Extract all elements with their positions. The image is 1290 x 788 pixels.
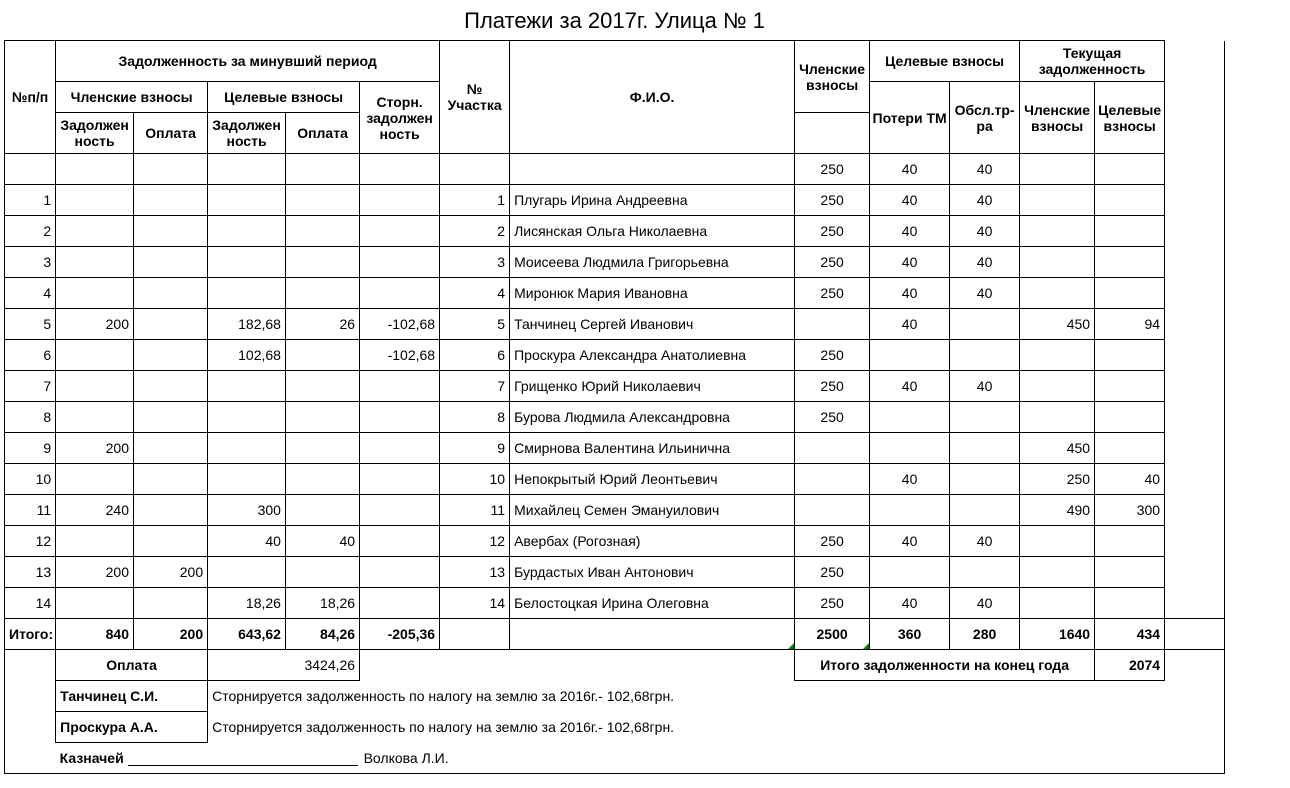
oplata-row: Оплата 3424,26 Итого задолженности на ко… (5, 650, 1225, 681)
table-row: 1124030011Михайлец Семен Эмануилович4903… (5, 495, 1225, 526)
table-row: 11Плугарь Ирина Андреевна2504040 (5, 185, 1225, 216)
table-row: 92009Смирнова Валентина Ильинична450 (5, 433, 1225, 464)
oplata-label: Оплата (56, 650, 208, 681)
hdr-pay-1: Оплата (134, 113, 208, 154)
rate-serv: 40 (950, 154, 1020, 185)
table-row: 22Лисянская Ольга Николаевна2504040 (5, 216, 1225, 247)
cell-fio: Смирнова Валентина Ильинична (510, 433, 795, 464)
treasurer-label: Казначей (60, 750, 124, 766)
cell-fio: Лисянская Ольга Николаевна (510, 216, 795, 247)
table-row: 1010Непокрытый Юрий Леонтьевич4025040 (5, 464, 1225, 495)
cell-idx: 10 (5, 464, 56, 495)
year-debt-value: 2074 (1095, 650, 1165, 681)
hdr-pay-2: Оплата (285, 113, 359, 154)
table-row: 5200182,6826-102,685Танчинец Сергей Иван… (5, 309, 1225, 340)
hdr-past-group: Задолженность за минувший период (56, 41, 440, 82)
table-row: 12404012Авербах (Рогозная)2504040 (5, 526, 1225, 557)
hdr-cur-member: Членские взносы (1020, 82, 1095, 154)
cell-fio: Белостоцкая Ирина Олеговна (510, 588, 795, 619)
hdr-serv: Обсл.тр-ра (950, 82, 1020, 154)
hdr-fio: Ф.И.О. (510, 41, 795, 154)
table-row: 1320020013Бурдастых Иван Антонович250 (5, 557, 1225, 588)
cell-idx: 3 (5, 247, 56, 278)
cell-idx: 13 (5, 557, 56, 588)
cell-idx: 5 (5, 309, 56, 340)
cell-fio: Грищенко Юрий Николаевич (510, 371, 795, 402)
cell-idx: 7 (5, 371, 56, 402)
cell-idx: 6 (5, 340, 56, 371)
hdr-plot: № Участка (440, 41, 510, 154)
hdr-past-member: Членские взносы (56, 82, 208, 113)
cell-idx: 2 (5, 216, 56, 247)
rates-row: 250 40 40 (5, 154, 1225, 185)
cell-idx: 9 (5, 433, 56, 464)
note-row-2: Проскура А.А. Сторнируется задолженность… (5, 712, 1225, 743)
hdr-past-target: Целевые взносы (208, 82, 360, 113)
cell-fio: Авербах (Рогозная) (510, 526, 795, 557)
rate-member: 250 (795, 154, 870, 185)
cell-idx: 4 (5, 278, 56, 309)
hdr-storno: Сторн. задолжен ность (360, 82, 440, 154)
table-row: 6102,68-102,686Проскура Александра Анато… (5, 340, 1225, 371)
cell-fio: Непокрытый Юрий Леонтьевич (510, 464, 795, 495)
cell-fio: Моисеева Людмила Григорьевна (510, 247, 795, 278)
table-row: 44Миронюк Мария Ивановна2504040 (5, 278, 1225, 309)
hdr-target-group: Целевые взносы (870, 41, 1020, 82)
treasurer-row: Казначей Волкова Л.И. (5, 743, 1225, 774)
hdr-idx: №п/п (5, 41, 56, 154)
cell-fio: Бурдастых Иван Антонович (510, 557, 795, 588)
hdr-cur-target: Целевые взносы (1095, 82, 1165, 154)
table-row: 33Моисеева Людмила Григорьевна2504040 (5, 247, 1225, 278)
hdr-cur-group: Текущая задолженность (1020, 41, 1165, 82)
cell-fio: Проскура Александра Анатолиевна (510, 340, 795, 371)
table-row: 88Бурова Людмила Александровна250 (5, 402, 1225, 433)
oplata-value: 3424,26 (208, 650, 360, 681)
year-debt-label: Итого задолженности на конец года (795, 650, 1095, 681)
totals-label: Итого: (5, 619, 56, 650)
cell-idx: 8 (5, 402, 56, 433)
rate-loss: 40 (870, 154, 950, 185)
totals-row: Итого: 840 200 643,62 84,26 -205,36 2500… (5, 619, 1225, 650)
cell-fio: Миронюк Мария Ивановна (510, 278, 795, 309)
cell-idx: 12 (5, 526, 56, 557)
hdr-debt-2: Задолжен ность (208, 113, 286, 154)
title-row: Платежи за 2017г. Улица № 1 (5, 4, 1225, 41)
note-row-1: Танчинец С.И. Сторнируется задолженность… (5, 681, 1225, 712)
page-title: Платежи за 2017г. Улица № 1 (5, 4, 1225, 41)
table-row: 1418,2618,2614Белостоцкая Ирина Олеговна… (5, 588, 1225, 619)
hdr-debt-1: Задолжен ность (56, 113, 134, 154)
cell-fio: Танчинец Сергей Иванович (510, 309, 795, 340)
cell-idx: 1 (5, 185, 56, 216)
payments-table: Платежи за 2017г. Улица № 1 №п/п Задолже… (4, 4, 1225, 774)
cell-fio: Михайлец Семен Эмануилович (510, 495, 795, 526)
treasurer-name: Волкова Л.И. (360, 743, 795, 774)
cell-fio: Бурова Людмила Александровна (510, 402, 795, 433)
cell-idx: 14 (5, 588, 56, 619)
table-row: 77Грищенко Юрий Николаевич2504040 (5, 371, 1225, 402)
hdr-loss: Потери ТМ (870, 82, 950, 154)
cell-idx: 11 (5, 495, 56, 526)
cell-fio: Плугарь Ирина Андреевна (510, 185, 795, 216)
hdr-member: Членские взносы (795, 41, 870, 113)
